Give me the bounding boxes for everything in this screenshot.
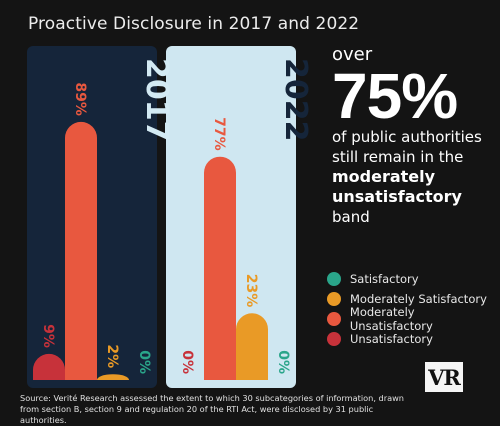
panel-label-2017: 2017 [139, 58, 174, 142]
bar-2017-unsatisfactory [33, 353, 65, 380]
bars-2017: 9% 89% 2% 0% [33, 82, 152, 380]
legend-swatch [327, 292, 341, 306]
headline-line2: still remain in the [332, 148, 464, 166]
legend-label: Moderately Satisfactory [350, 292, 487, 306]
value-label-2017-moderately-satisfactory: 2% [104, 344, 120, 368]
panel-label-2022: 2022 [278, 58, 313, 142]
legend-swatch [327, 312, 341, 326]
bar-2022-moderately-unsatisfactory [204, 156, 236, 380]
legend-item-moderately-satisfactory: Moderately Satisfactory [327, 289, 500, 309]
value-label-2017-satisfactory: 0% [136, 350, 152, 374]
legend-label: Unsatisfactory [350, 332, 433, 346]
source-note: Source: Verité Research assessed the ext… [20, 393, 404, 425]
headline-line3: band [332, 208, 370, 226]
headline-percent: 75% [332, 60, 458, 132]
value-label-2022-satisfactory: 0% [275, 350, 291, 374]
bar-2022-moderately-satisfactory [236, 313, 268, 380]
headline: over 75% of public authorities still rem… [332, 44, 497, 227]
bars-2022: 0% 77% 23% 0% [179, 117, 291, 380]
legend-label: Satisfactory [350, 272, 419, 286]
verite-research-logo: VR [425, 362, 463, 392]
value-label-2017-moderately-unsatisfactory: 89% [72, 82, 88, 116]
headline-bold2: unsatisfactory [332, 187, 462, 206]
legend: Satisfactory Moderately Satisfactory Mod… [327, 269, 500, 349]
value-label-2017-unsatisfactory: 9% [40, 324, 56, 348]
legend-item-unsatisfactory: Unsatisfactory [327, 329, 500, 349]
value-label-2022-unsatisfactory: 0% [179, 350, 195, 374]
value-label-2022-moderately-unsatisfactory: 77% [211, 117, 227, 151]
legend-swatch [327, 332, 341, 346]
legend-swatch [327, 272, 341, 286]
legend-item-moderately-unsatisfactory: Moderately Unsatisfactory [327, 305, 500, 333]
headline-bold1: moderately [332, 167, 436, 186]
bar-2017-moderately-satisfactory [97, 374, 129, 380]
legend-label: Moderately Unsatisfactory [349, 305, 433, 333]
value-label-2022-moderately-satisfactory: 23% [243, 274, 259, 308]
legend-item-satisfactory: Satisfactory [327, 269, 500, 289]
headline-line1: of public authorities [332, 128, 482, 146]
headline-over: over [332, 44, 373, 65]
bar-2017-moderately-unsatisfactory [65, 121, 97, 380]
chart-title: Proactive Disclosure in 2017 and 2022 [28, 14, 360, 34]
